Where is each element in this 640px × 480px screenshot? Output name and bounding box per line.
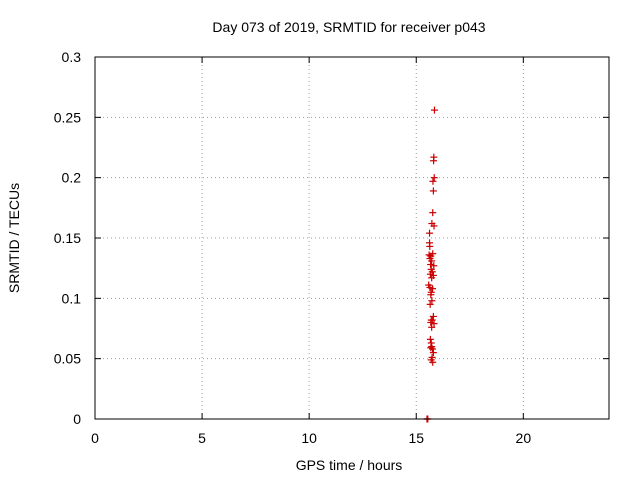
y-tick-label: 0.25 [54, 109, 81, 125]
y-tick-label: 0.1 [62, 290, 82, 306]
x-tick-label: 10 [301, 430, 317, 446]
data-point [428, 274, 436, 282]
x-tick-label: 20 [516, 430, 532, 446]
data-point [430, 320, 438, 328]
data-point [429, 358, 437, 366]
data-point [426, 242, 434, 250]
data-point [428, 257, 436, 265]
y-tick-label: 0.15 [54, 230, 81, 246]
data-point [429, 187, 437, 195]
chart-title: Day 073 of 2019, SRMTID for receiver p04… [212, 19, 485, 35]
data-point [429, 345, 437, 353]
x-tick-label: 0 [91, 430, 99, 446]
data-point [426, 229, 434, 237]
data-point [429, 349, 437, 357]
data-point [430, 262, 438, 270]
y-axis-label: SRMTID / TECUs [6, 183, 22, 293]
data-point [430, 174, 438, 182]
data-point [429, 285, 437, 293]
data-point [429, 177, 437, 185]
data-point [430, 106, 438, 114]
y-tick-label: 0.05 [54, 351, 81, 367]
data-point [426, 270, 434, 278]
x-tick-label: 15 [408, 430, 424, 446]
data-point [425, 251, 433, 259]
data-point [426, 300, 434, 308]
data-point [429, 209, 437, 217]
x-tick-label: 5 [198, 430, 206, 446]
data-point [430, 157, 438, 165]
y-tick-label: 0.3 [62, 49, 82, 65]
data-point [429, 312, 437, 320]
data-point [428, 323, 436, 331]
grid-layer [95, 57, 609, 419]
data-point [427, 291, 435, 299]
data-point [427, 344, 435, 352]
data-point [427, 318, 435, 326]
data-point [427, 261, 435, 269]
y-tick-label: 0.2 [62, 170, 82, 186]
ticks-layer: 0 0.05 0.1 0.15 0.2 0.25 0.3 0 5 10 15 20 [54, 49, 609, 446]
data-point [426, 335, 434, 343]
data-point [430, 222, 438, 230]
x-axis-label: GPS time / hours [296, 457, 403, 473]
points-layer [423, 106, 438, 423]
data-point [428, 297, 436, 305]
y-tick-label: 0 [73, 411, 81, 427]
